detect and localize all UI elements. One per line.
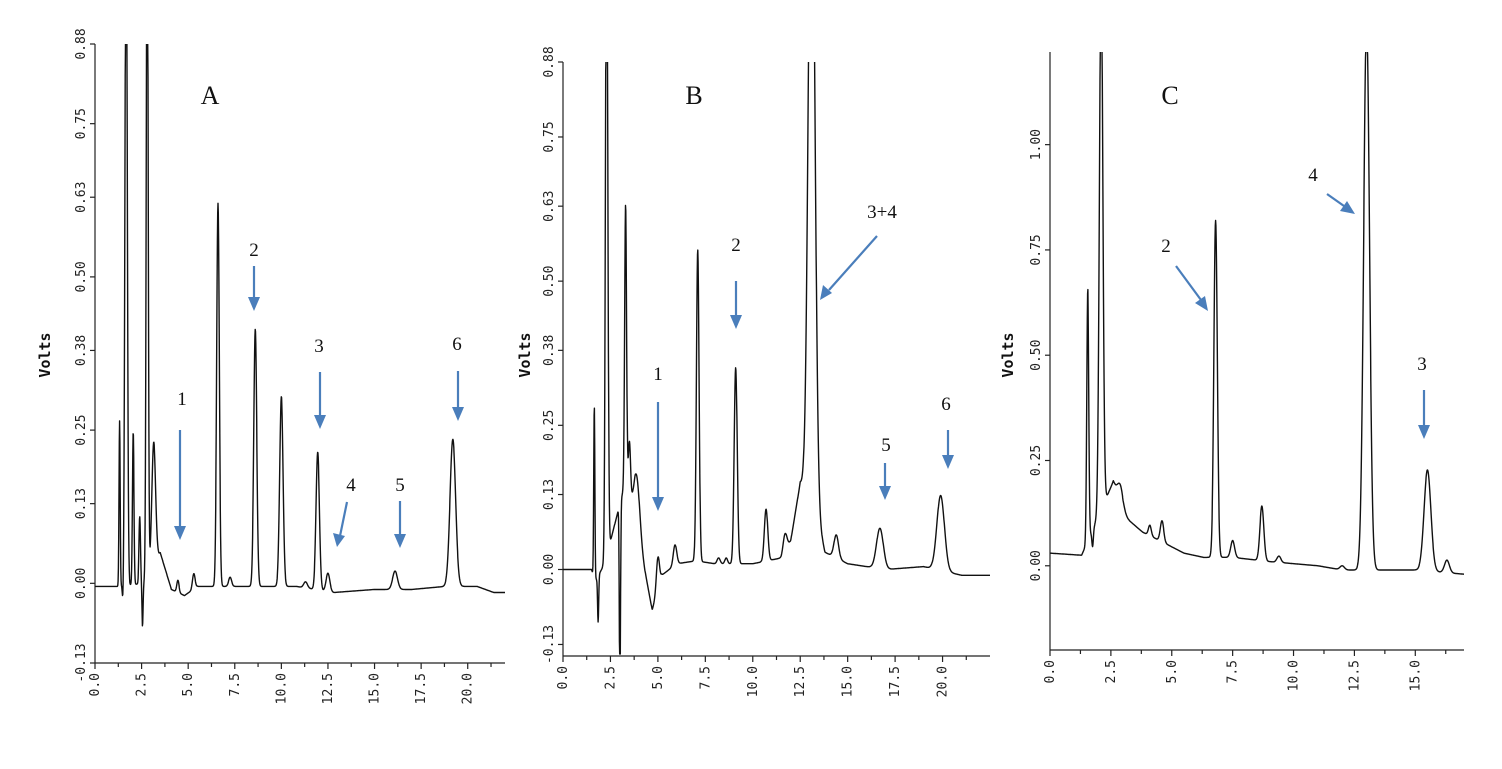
y-axis-label-b: Volts [516,332,534,377]
peak-arrow-6 [452,371,464,421]
y-tick-label: 0.25 [542,410,557,441]
peak-arrow-6 [942,430,954,469]
x-tick-label: 0.0 [1043,660,1058,683]
x-tick-label: 5.0 [1165,660,1180,683]
x-tick-label: 10.0 [1287,660,1302,691]
peak-arrow-1 [174,430,186,540]
y-tick-label: 0.88 [542,46,557,77]
peak-arrow-2 [1175,265,1208,311]
chromatogram-trace [563,62,990,655]
y-tick-label: -0.13 [542,625,557,664]
y-tick-label: 1.00 [1029,129,1044,160]
x-tick-label: 2.5 [603,666,618,689]
x-tick-label: 12.5 [1347,660,1362,691]
peak-arrow-4 [1326,193,1355,214]
x-tick-label: 2.5 [135,673,150,696]
peak-arrow-3 [1418,390,1430,439]
x-tick-label: 5.0 [181,673,196,696]
peak-label-5: 5 [881,435,891,456]
peak-arrow-5 [394,501,406,548]
chromatogram-trace [95,44,505,627]
peak-label-4: 4 [346,475,356,496]
peak-arrow-3 [314,372,326,429]
peak-arrow-5 [879,463,891,500]
x-tick-label: 15.0 [1408,660,1423,691]
peak-label-5: 5 [395,475,405,496]
x-tick-label: 15.0 [841,666,856,697]
x-tick-label: 12.5 [793,666,808,697]
peak-arrow-2 [730,281,742,329]
x-tick-label: 20.0 [461,673,476,704]
x-tick-label: 10.0 [746,666,761,697]
peak-label-2: 2 [1161,236,1171,257]
y-tick-label: 0.25 [74,414,89,445]
peak-label-6: 6 [452,334,462,355]
peak-arrow-3-4 [820,235,878,300]
peak-label-1: 1 [653,364,663,385]
peak-label-3-4: 3+4 [867,202,897,223]
y-tick-label: 0.00 [542,554,557,585]
panel-label-c: C [1161,81,1178,110]
x-tick-label: 15.0 [368,673,383,704]
y-tick-label: 0.13 [74,488,89,519]
x-tick-label: 12.5 [321,673,336,704]
x-tick-label: 0.0 [556,666,571,689]
y-tick-label: 0.00 [1029,550,1044,581]
peak-arrow-4 [333,501,349,547]
y-tick-label: 0.38 [74,335,89,366]
chromatogram-panel-b: Volts B 1 2 3+4 5 6 -0.13 0.00 0.13 0.25 0.3… [516,46,990,697]
y-tick-label: -0.13 [74,643,89,682]
y-tick-label: 0.63 [74,182,89,213]
x-tick-label: 0.0 [88,673,103,696]
y-tick-label: 0.38 [542,335,557,366]
x-tick-label: 7.5 [228,673,243,696]
peak-label-4: 4 [1308,165,1318,186]
y-tick-label: 0.75 [74,108,89,139]
x-tick-label: 10.0 [274,673,289,704]
x-tick-label: 7.5 [1226,660,1241,683]
y-tick-label: 0.75 [1029,234,1044,265]
y-tick-label: 0.50 [1029,340,1044,371]
peak-label-2: 2 [249,240,259,261]
x-tick-label: 17.5 [888,666,903,697]
chromatogram-panel-c: Volts C 2 4 3 0.00 0.25 0.50 0.75 1.00 0.0 2.5… [999,52,1464,691]
y-axis-label-a: Volts [36,332,54,377]
x-tick-label: 7.5 [698,666,713,689]
y-tick-label: 0.50 [542,265,557,296]
y-tick-label: 0.75 [542,121,557,152]
peak-label-3: 3 [1417,354,1427,375]
x-tick-label: 5.0 [651,666,666,689]
chromatogram-trace [1050,52,1464,575]
y-tick-label: 0.63 [542,191,557,222]
x-tick-label: 2.5 [1104,660,1119,683]
chromatogram-panel-a: Volts A 1 2 3 4 5 6 -0.13 0.00 0.13 0.25 0.3… [36,28,505,704]
panel-label-b: B [685,81,702,110]
y-tick-label: 0.13 [542,479,557,510]
peak-label-1: 1 [177,389,187,410]
panel-label-a: A [201,81,220,110]
y-tick-label: 0.88 [74,28,89,59]
peak-arrow-1 [652,402,664,511]
peak-label-6: 6 [941,394,951,415]
x-tick-label: 17.5 [414,673,429,704]
y-tick-label: 0.00 [74,568,89,599]
y-axis-label-c: Volts [999,332,1017,377]
peak-label-2: 2 [731,235,741,256]
y-tick-label: 0.25 [1029,445,1044,476]
peak-label-3: 3 [314,336,324,357]
peak-arrow-2 [248,266,260,311]
y-tick-label: 0.50 [74,261,89,292]
x-tick-label: 20.0 [936,666,951,697]
